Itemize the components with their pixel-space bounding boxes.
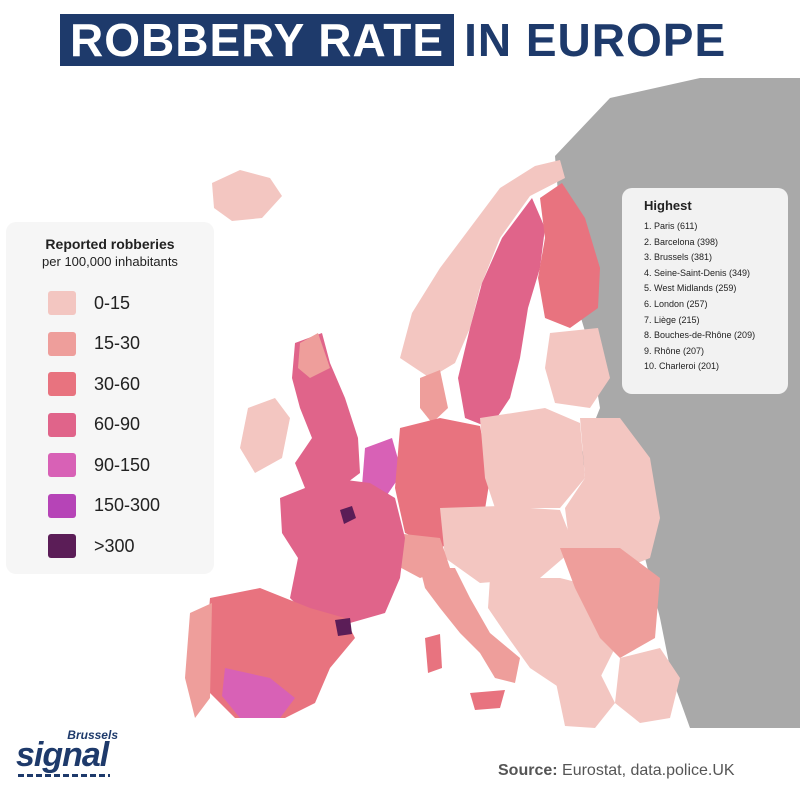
logo-top-text: Brussels — [67, 728, 118, 742]
region-switzerland — [392, 533, 450, 578]
legend-subtitle: per 100,000 inhabitants — [42, 254, 178, 269]
region-paris — [340, 506, 356, 524]
legend-swatch — [48, 412, 76, 437]
legend-label: 30-60 — [94, 373, 141, 394]
legend-item: 90-150 — [6, 445, 214, 486]
region-turkey-west — [615, 648, 680, 723]
region-france — [280, 478, 405, 623]
brussels-signal-logo: Brussels signal — [16, 728, 126, 778]
region-baltics — [545, 328, 610, 408]
region-poland — [480, 408, 585, 508]
region-scotland — [298, 333, 330, 378]
title-rest: IN EUROPE — [464, 14, 727, 66]
region-sardinia — [425, 634, 442, 673]
source-credit: Source: Eurostat, data.police.UK — [498, 762, 735, 780]
source-label: Source: — [498, 762, 558, 779]
page-title: ROBBERY RATE IN EUROPE — [60, 14, 726, 66]
region-east-light — [565, 418, 660, 578]
highest-item: 1. Paris (611) — [644, 221, 698, 231]
legend-item: 15-30 — [6, 324, 214, 365]
region-benelux — [362, 438, 402, 498]
logo-bar — [18, 774, 110, 777]
region-iceland — [212, 170, 282, 221]
logo-main-text: signal — [16, 736, 109, 774]
highest-item: 8. Bouches-de-Rhône (209) — [644, 330, 756, 341]
legend-swatch — [48, 372, 76, 397]
highest-item: 7. Liège (215) — [644, 314, 700, 325]
highest-item: 5. West Midlands (259) — [644, 283, 737, 294]
region-central — [440, 506, 575, 583]
legend-swatch — [48, 331, 76, 356]
region-barcelona — [335, 618, 352, 636]
region-sweden — [458, 198, 545, 428]
region-italy — [420, 568, 520, 683]
highest-item: 2. Barcelona (398) — [644, 236, 719, 247]
legend-label: 150-300 — [94, 495, 161, 516]
legend: Reported robberies per 100,000 inhabitan… — [6, 222, 214, 574]
region-greece — [555, 673, 615, 728]
source-text: Eurostat, data.police.UK — [562, 762, 735, 779]
legend-swatch — [48, 534, 76, 559]
legend-list: 0-15 15-30 30-60 60-90 90-150 150-300 >3… — [6, 283, 214, 567]
legend-label: 15-30 — [94, 333, 141, 354]
region-sicily — [470, 690, 505, 710]
region-denmark — [420, 370, 448, 423]
region-norway — [400, 160, 565, 378]
highest-item: 4. Seine-Saint-Denis (349) — [644, 267, 751, 278]
legend-swatch — [48, 493, 76, 518]
legend-item: 150-300 — [6, 486, 214, 527]
region-portugal — [185, 603, 212, 718]
legend-label: 60-90 — [94, 414, 141, 435]
legend-swatch — [48, 453, 76, 478]
legend-label: 0-15 — [94, 292, 131, 313]
highest-item: 3. Brussels (381) — [644, 252, 713, 263]
legend-title: Reported robberies — [45, 236, 175, 252]
region-romania — [560, 548, 660, 658]
highest-item: 9. Rhône (207) — [644, 345, 705, 356]
highest-item: 10. Charleroi (201) — [644, 361, 720, 372]
legend-label: >300 — [94, 535, 135, 556]
legend-item: 0-15 — [6, 283, 214, 324]
legend-swatch — [48, 291, 76, 316]
legend-label: 90-150 — [94, 454, 151, 475]
legend-item: 30-60 — [6, 364, 214, 405]
highest-panel: Highest 1. Paris (611) 2. Barcelona (398… — [622, 188, 788, 394]
region-finland — [538, 183, 600, 328]
legend-item: 60-90 — [6, 405, 214, 446]
highest-title: Highest — [644, 198, 692, 213]
region-ireland — [240, 398, 290, 473]
highest-item: 6. London (257) — [644, 298, 708, 309]
legend-item: >300 — [6, 526, 214, 567]
region-andalusia — [222, 668, 295, 718]
title-highlight: ROBBERY RATE — [60, 14, 455, 66]
